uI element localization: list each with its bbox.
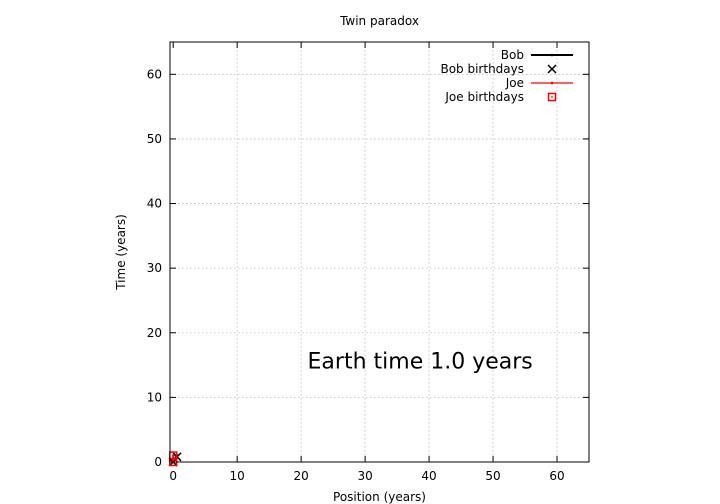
legend-marker-sample <box>547 64 557 74</box>
marker-stroke <box>547 64 557 74</box>
y-axis-label: Time (years) <box>114 214 128 291</box>
x-tick-label: 50 <box>485 469 500 483</box>
legend-item: Bob <box>501 48 573 62</box>
x-tick-label: 60 <box>549 469 564 483</box>
marker-dot <box>172 454 175 457</box>
x-tick-label: 40 <box>421 469 436 483</box>
y-tick-label: 50 <box>147 132 162 146</box>
legend-label: Bob birthdays <box>440 62 524 76</box>
series-layer <box>168 451 182 467</box>
marker-square <box>547 92 557 102</box>
earth-time-annotation: Earth time 1.0 years <box>308 349 533 374</box>
y-tick-label: 20 <box>147 326 162 340</box>
y-tick-label: 10 <box>147 390 162 404</box>
y-tick-label: 0 <box>154 455 162 469</box>
grid <box>170 42 589 462</box>
x-tick-label: 0 <box>169 469 177 483</box>
legend-item: Bob birthdays <box>440 62 557 76</box>
x-tick-label: 20 <box>293 469 308 483</box>
legend-label: Joe birthdays <box>444 90 524 104</box>
legend-item: Joe birthdays <box>444 90 557 104</box>
x-tick-label: 30 <box>357 469 372 483</box>
legend-item: Joe <box>505 76 573 90</box>
x-axis-label: Position (years) <box>333 490 426 504</box>
legend-point-sample <box>550 53 554 57</box>
chart-title: Twin paradox <box>339 14 419 28</box>
legend-point-sample <box>550 81 554 85</box>
marker-dot <box>551 96 553 98</box>
axis-ticks: 0 10 20 30 40 50 60 0 10 20 30 40 50 60 <box>147 42 589 483</box>
legend-label: Joe <box>505 76 524 90</box>
y-tick-label: 30 <box>147 261 162 275</box>
legend-marker-sample <box>547 92 557 102</box>
legend-label: Bob <box>501 48 524 62</box>
x-tick-label: 10 <box>230 469 245 483</box>
y-tick-label: 60 <box>147 67 162 81</box>
y-tick-label: 40 <box>147 197 162 211</box>
plot-frame <box>169 41 590 463</box>
